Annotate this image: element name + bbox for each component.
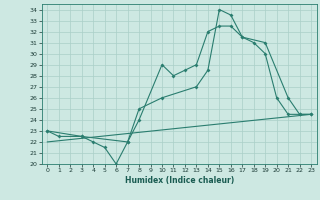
X-axis label: Humidex (Indice chaleur): Humidex (Indice chaleur) — [124, 176, 234, 185]
